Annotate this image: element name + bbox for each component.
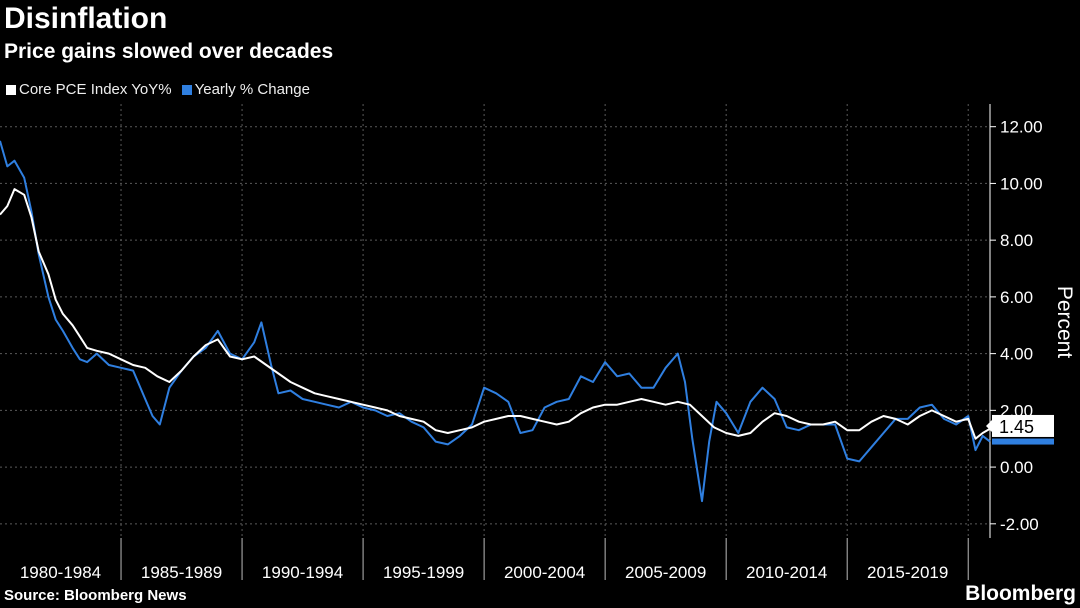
x-tick-label: 2000-2004 <box>504 563 585 582</box>
legend-swatch-yearly-change <box>181 84 192 95</box>
last-value-marker: 1.45 <box>986 414 1054 445</box>
grid <box>0 104 990 538</box>
last-value-label: 1.45 <box>999 417 1034 437</box>
last-value-blue-tag <box>992 438 1054 445</box>
x-tick-label: 2015-2019 <box>867 563 948 582</box>
y-tick-label: 12.00 <box>1000 118 1043 137</box>
x-tick-label: 2010-2014 <box>746 563 827 582</box>
y-tick-label: 6.00 <box>1000 288 1033 307</box>
series-line-core-pce <box>0 188 991 440</box>
x-tick-label: 1985-1989 <box>141 563 222 582</box>
last-value-box <box>992 414 1054 437</box>
legend-label-core-pce: Core PCE Index YoY% <box>19 81 172 98</box>
brand-logo: Bloomberg <box>965 582 1076 605</box>
x-tick-label: 1980-1984 <box>20 563 101 582</box>
y-tick-label: 0.00 <box>1000 458 1033 477</box>
chart-subtitle: Price gains slowed over decades <box>4 40 334 63</box>
legend-item-yearly-change: Yearly % Change <box>181 81 310 98</box>
legend-label-yearly-change: Yearly % Change <box>194 81 310 98</box>
x-tick-label: 1995-1999 <box>383 563 464 582</box>
last-value-pointer <box>986 419 992 432</box>
legend-swatch-core-pce <box>6 84 16 95</box>
x-tick-label: 1990-1994 <box>262 563 343 582</box>
chart-title: Disinflation <box>4 2 168 35</box>
x-axis-ticks: 1980-1984 1985-1989 1990-1994 1995-1999 2000… <box>20 538 969 582</box>
series-line-yearly-change <box>0 140 991 503</box>
y-tick-label: 4.00 <box>1000 345 1033 364</box>
y-tick-label: 10.00 <box>1000 174 1043 193</box>
source-note: Source: Bloomberg News <box>4 587 187 604</box>
y-tick-label: 8.00 <box>1000 231 1033 250</box>
y-axis-label: Percent <box>1053 286 1076 359</box>
x-tick-label: 2005-2009 <box>625 563 706 582</box>
y-tick-label: -2.00 <box>1000 515 1039 534</box>
series-lines <box>0 140 991 503</box>
legend-item-core-pce: Core PCE Index YoY% <box>6 81 172 98</box>
legend: Core PCE Index YoY% Yearly % Change <box>6 81 310 98</box>
